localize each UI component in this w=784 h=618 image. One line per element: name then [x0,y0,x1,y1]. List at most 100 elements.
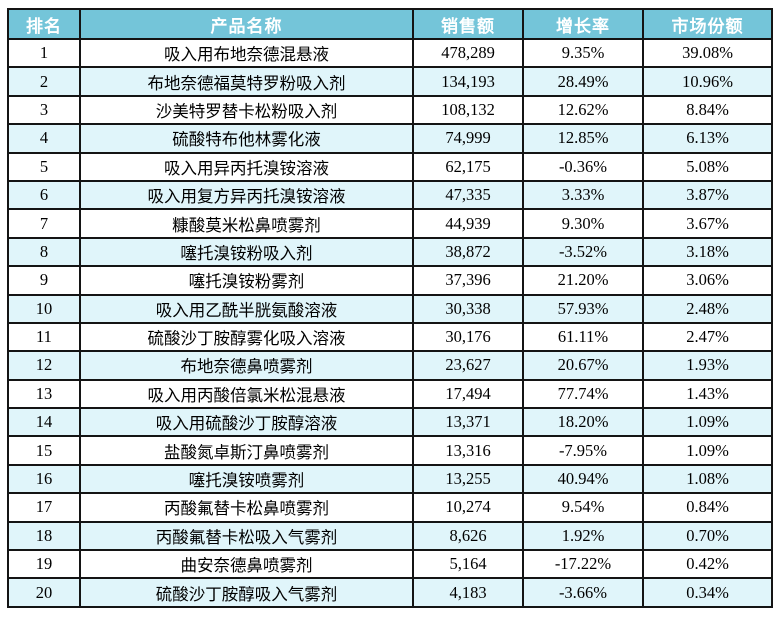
growth-rate-cell: 77.74% [522,378,644,410]
sales-cell: 13,255 [412,463,524,495]
table-header: 排名 产品名称 销售额 增长率 市场份额 [7,8,773,40]
market-share-cell: 3.06% [642,265,773,296]
sales-cell: 30,338 [412,293,524,324]
product-name-cell: 噻托溴铵粉雾剂 [79,265,414,296]
growth-rate-cell: 3.33% [522,179,644,211]
market-share-cell: 2.48% [642,293,773,324]
sales-cell: 13,371 [412,407,524,438]
growth-rate-cell: 9.35% [522,37,644,69]
rank-cell: 5 [7,151,81,182]
growth-rate-cell: 28.49% [522,66,644,97]
market-share-cell: 1.43% [642,378,773,410]
product-name-cell: 吸入用布地奈德混悬液 [79,37,414,69]
sales-cell: 13,316 [412,435,524,466]
market-share-cell: 2.47% [642,321,773,353]
product-name-cell: 硫酸沙丁胺醇吸入气雾剂 [79,577,414,608]
market-share-cell: 3.87% [642,179,773,211]
market-share-cell: 5.08% [642,151,773,182]
rank-cell: 2 [7,66,81,97]
table-row: 4 硫酸特布他林雾化液 74,999 12.85% 6.13% [7,123,773,154]
rank-cell: 1 [7,37,81,69]
rank-cell: 13 [7,378,81,410]
rank-cell: 11 [7,321,81,353]
rank-cell: 17 [7,492,81,523]
market-share-cell: 3.67% [642,208,773,239]
table-row: 17 丙酸氟替卡松鼻喷雾剂 10,274 9.54% 0.84% [7,492,773,523]
sales-cell: 5,164 [412,549,524,580]
product-name-cell: 布地奈德福莫特罗粉吸入剂 [79,66,414,97]
growth-rate-cell: -7.95% [522,435,644,466]
market-share-cell: 0.70% [642,520,773,552]
market-share-cell: 0.84% [642,492,773,523]
market-share-cell: 10.96% [642,66,773,97]
table-row: 6 吸入用复方异丙托溴铵溶液 47,335 3.33% 3.87% [7,179,773,211]
table-row: 11 硫酸沙丁胺醇雾化吸入溶液 30,176 61.11% 2.47% [7,321,773,353]
growth-rate-cell: 61.11% [522,321,644,353]
sales-cell: 74,999 [412,123,524,154]
table-row: 9 噻托溴铵粉雾剂 37,396 21.20% 3.06% [7,265,773,296]
sales-cell: 38,872 [412,236,524,268]
column-header-product-name: 产品名称 [79,8,414,40]
rank-cell: 8 [7,236,81,268]
market-share-cell: 0.34% [642,577,773,608]
product-name-cell: 布地奈德鼻喷雾剂 [79,350,414,381]
table-row: 8 噻托溴铵粉吸入剂 38,872 -3.52% 3.18% [7,236,773,268]
growth-rate-cell: 40.94% [522,463,644,495]
growth-rate-cell: 1.92% [522,520,644,552]
product-name-cell: 丙酸氟替卡松吸入气雾剂 [79,520,414,552]
product-name-cell: 吸入用乙酰半胱氨酸溶液 [79,293,414,324]
rank-cell: 3 [7,94,81,126]
product-name-cell: 吸入用硫酸沙丁胺醇溶液 [79,407,414,438]
rank-cell: 16 [7,463,81,495]
table-row: 13 吸入用丙酸倍氯米松混悬液 17,494 77.74% 1.43% [7,378,773,410]
market-share-cell: 6.13% [642,123,773,154]
sales-cell: 134,193 [412,66,524,97]
product-name-cell: 硫酸沙丁胺醇雾化吸入溶液 [79,321,414,353]
sales-cell: 37,396 [412,265,524,296]
rank-cell: 19 [7,549,81,580]
market-share-cell: 1.09% [642,435,773,466]
table-row: 19 曲安奈德鼻喷雾剂 5,164 -17.22% 0.42% [7,549,773,580]
column-header-sales: 销售额 [412,8,524,40]
rank-cell: 15 [7,435,81,466]
sales-cell: 108,132 [412,94,524,126]
growth-rate-cell: 57.93% [522,293,644,324]
product-name-cell: 沙美特罗替卡松粉吸入剂 [79,94,414,126]
product-name-cell: 噻托溴铵粉吸入剂 [79,236,414,268]
table-row: 12 布地奈德鼻喷雾剂 23,627 20.67% 1.93% [7,350,773,381]
table-row: 2 布地奈德福莫特罗粉吸入剂 134,193 28.49% 10.96% [7,66,773,97]
table-row: 15 盐酸氮卓斯汀鼻喷雾剂 13,316 -7.95% 1.09% [7,435,773,466]
table-row: 7 糠酸莫米松鼻喷雾剂 44,939 9.30% 3.67% [7,208,773,239]
rank-cell: 9 [7,265,81,296]
table-row: 18 丙酸氟替卡松吸入气雾剂 8,626 1.92% 0.70% [7,520,773,552]
growth-rate-cell: 12.85% [522,123,644,154]
market-share-cell: 1.08% [642,463,773,495]
table-row: 3 沙美特罗替卡松粉吸入剂 108,132 12.62% 8.84% [7,94,773,126]
growth-rate-cell: 21.20% [522,265,644,296]
product-name-cell: 盐酸氮卓斯汀鼻喷雾剂 [79,435,414,466]
market-share-cell: 3.18% [642,236,773,268]
rank-cell: 10 [7,293,81,324]
growth-rate-cell: 12.62% [522,94,644,126]
rank-cell: 6 [7,179,81,211]
rank-cell: 14 [7,407,81,438]
table-row: 5 吸入用异丙托溴铵溶液 62,175 -0.36% 5.08% [7,151,773,182]
growth-rate-cell: 18.20% [522,407,644,438]
rank-cell: 18 [7,520,81,552]
sales-cell: 17,494 [412,378,524,410]
column-header-market-share: 市场份额 [642,8,773,40]
growth-rate-cell: 9.30% [522,208,644,239]
sales-cell: 44,939 [412,208,524,239]
column-header-rank: 排名 [7,8,81,40]
table-row: 14 吸入用硫酸沙丁胺醇溶液 13,371 18.20% 1.09% [7,407,773,438]
table-row: 20 硫酸沙丁胺醇吸入气雾剂 4,183 -3.66% 0.34% [7,577,773,608]
growth-rate-cell: -17.22% [522,549,644,580]
sales-cell: 8,626 [412,520,524,552]
sales-cell: 478,289 [412,37,524,69]
rank-cell: 4 [7,123,81,154]
product-ranking-table: 排名 产品名称 销售额 增长率 市场份额 1 吸入用布地奈德混悬液 478,28… [7,8,773,608]
sales-cell: 23,627 [412,350,524,381]
product-name-cell: 硫酸特布他林雾化液 [79,123,414,154]
product-name-cell: 吸入用丙酸倍氯米松混悬液 [79,378,414,410]
